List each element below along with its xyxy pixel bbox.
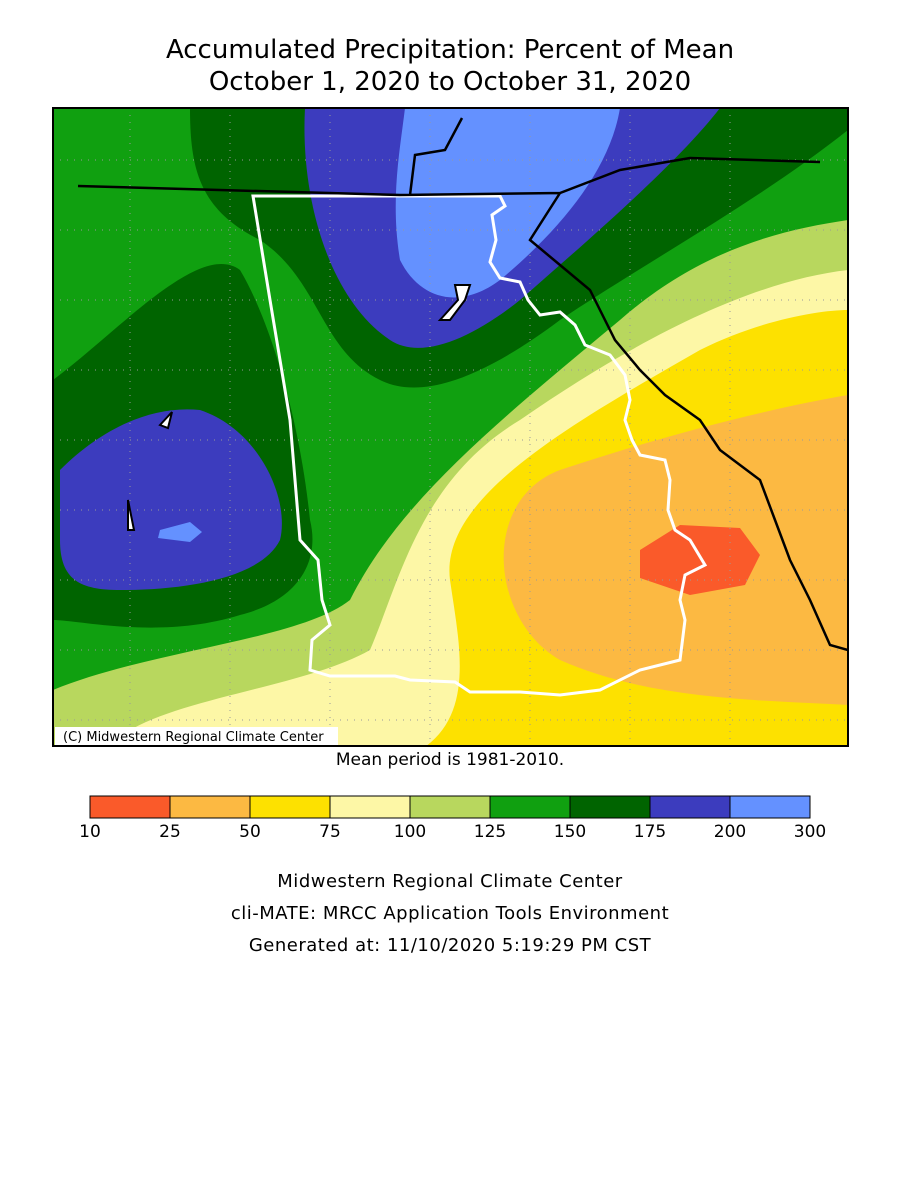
footer-line: Generated at: 11/10/2020 5:19:29 PM CST	[249, 935, 652, 956]
legend-tick-label: 300	[794, 822, 826, 842]
title-line: Accumulated Precipitation: Percent of Me…	[166, 35, 734, 65]
legend-tick-label: 50	[239, 822, 261, 842]
legend-tick-label: 200	[714, 822, 746, 842]
credit: (C) Midwestern Regional Climate Center	[63, 730, 324, 745]
legend-swatch	[569, 795, 651, 819]
footer-line: Midwestern Regional Climate Center	[277, 871, 623, 892]
legend-swatch	[169, 795, 251, 819]
legend-swatch	[729, 795, 811, 819]
legend-swatch	[409, 795, 491, 819]
legend-tick-label: 100	[394, 822, 426, 842]
lake	[127, 284, 472, 531]
legend-tick-label: 175	[634, 822, 666, 842]
legend-swatch	[649, 795, 731, 819]
contour	[395, 108, 620, 298]
legend-tick-label: 10	[79, 822, 101, 842]
legend-swatch	[249, 795, 331, 819]
legend-tick-label: 125	[474, 822, 506, 842]
legend-swatch	[329, 795, 411, 819]
state-border	[251, 194, 708, 697]
footer-line: cli-MATE: MRCC Application Tools Environ…	[231, 903, 669, 924]
legend-tick-label: 25	[159, 822, 181, 842]
legend-tick-label: 150	[554, 822, 586, 842]
legend-swatch	[489, 795, 571, 819]
title-line: October 1, 2020 to October 31, 2020	[209, 67, 691, 97]
map-frame	[52, 107, 849, 747]
mean-period: Mean period is 1981-2010.	[336, 750, 564, 770]
contour	[60, 409, 282, 590]
river-border	[77, 117, 848, 652]
legend-tick-label: 75	[319, 822, 341, 842]
map: (C) Midwestern Regional Climate Center	[53, 108, 848, 746]
legend: 10 25 50 75 100 125 150 175 200 300	[79, 795, 826, 842]
contour	[158, 522, 202, 542]
credit-box	[55, 727, 338, 745]
legend-swatch	[89, 795, 171, 819]
